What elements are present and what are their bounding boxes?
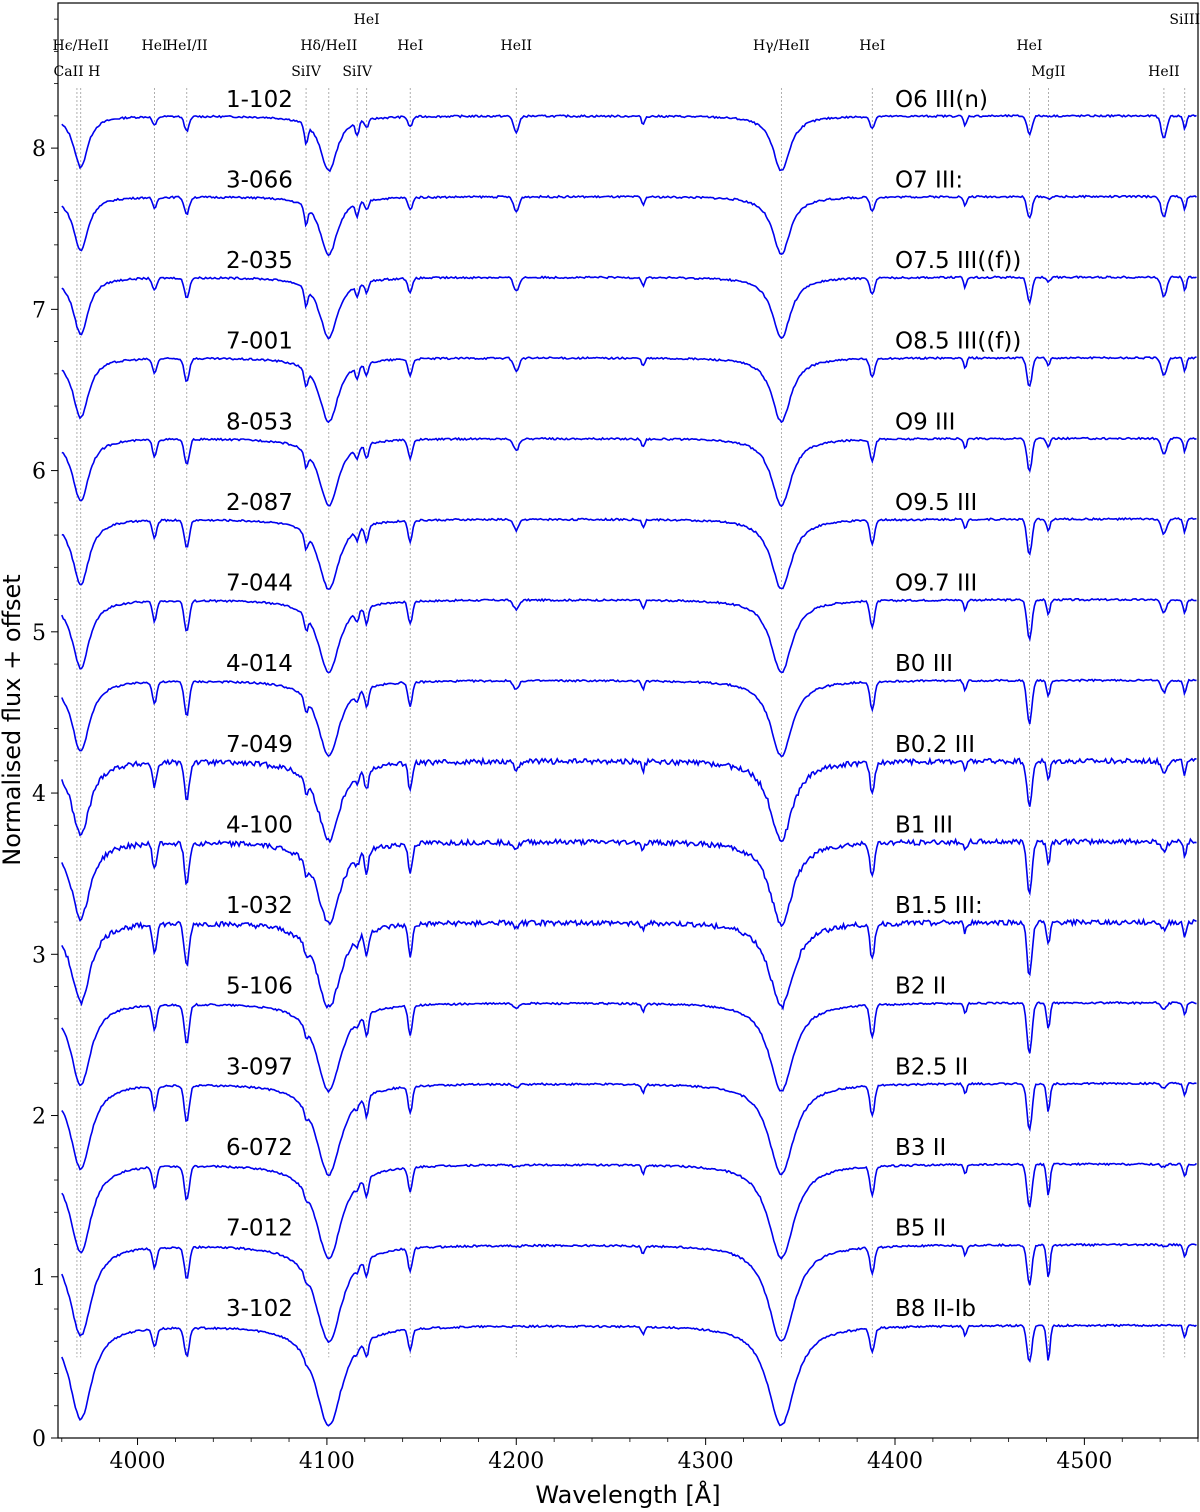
series-label-layer: 1-102 O6 III(n) 3-066 O7 III: 2-035 O7.5 III(… (226, 87, 1021, 1322)
star-id-label-1-032: 1-032 (226, 893, 293, 919)
line-marker-label-5: Hδ/HeII (300, 38, 357, 54)
y-tick-label-5: 5 (32, 621, 46, 646)
line-marker-label-8: HeI (397, 38, 423, 54)
spectral-type-label-7-044: O9.7 III (895, 571, 977, 597)
y-tick-label-1: 1 (32, 1266, 46, 1291)
spectrum-4-100 (61, 837, 1197, 928)
spectrum-8-053 (61, 436, 1197, 508)
star-id-label-7-001: 7-001 (226, 329, 293, 355)
star-id-label-8-053: 8-053 (226, 409, 293, 435)
line-marker-label-3: HeI/II (166, 38, 208, 54)
spectral-type-label-1-032: B1.5 III: (895, 893, 983, 919)
star-id-label-4-100: 4-100 (226, 812, 293, 838)
spectral-type-label-2-087: O9.5 III (895, 490, 977, 516)
star-id-label-2-087: 2-087 (226, 490, 293, 516)
y-tick-label-2: 2 (32, 1105, 46, 1130)
star-id-label-7-049: 7-049 (226, 732, 293, 758)
y-tick-label-3: 3 (32, 943, 46, 968)
line-marker-label-11: HeI (859, 38, 885, 54)
star-id-label-7-012: 7-012 (226, 1216, 293, 1242)
spectral-type-label-7-001: O8.5 III((f)) (895, 329, 1021, 355)
spectrum-1-102 (61, 113, 1197, 173)
line-marker-label-15: SiIII (1169, 12, 1200, 28)
star-id-label-5-106: 5-106 (226, 974, 293, 1000)
spectrum-3-097 (61, 1081, 1197, 1177)
line-marker-label-2: HeI (142, 38, 168, 54)
star-id-label-3-102: 3-102 (226, 1296, 293, 1322)
spectral-type-label-7-012: B5 II (895, 1216, 946, 1242)
spectral-type-label-3-097: B2.5 II (895, 1054, 968, 1080)
plot-frame (57, 2, 1199, 1439)
y-tick-label-6: 6 (32, 460, 46, 485)
spectral-type-label-4-014: B0 III (895, 651, 953, 677)
spectrum-2-087 (61, 517, 1197, 590)
y-tick-label-8: 8 (32, 137, 46, 162)
x-tick-label-0: 4000 (110, 1449, 166, 1474)
y-tick-label-4: 4 (32, 782, 46, 807)
spectrum-2-035 (61, 275, 1197, 340)
spectrum-6-072 (61, 1162, 1198, 1261)
spectrum-7-001 (61, 355, 1197, 424)
line-marker-label-10: Hγ/HeII (753, 38, 810, 54)
line-marker-label-13: MgII (1031, 64, 1065, 80)
x-tick-label-3: 4300 (678, 1449, 734, 1474)
x-axis-label: Wavelength [Å] (535, 1480, 720, 1509)
x-tick-label-5: 4500 (1056, 1449, 1112, 1474)
spectral-type-label-8-053: O9 III (895, 409, 955, 435)
spectrum-7-044 (61, 597, 1197, 674)
line-marker-label-0: Hϵ/HeII (53, 38, 109, 54)
spectral-type-label-3-102: B8 II-Ib (895, 1296, 976, 1322)
spectrum-5-106 (61, 1000, 1197, 1094)
star-id-label-3-066: 3-066 (226, 167, 293, 193)
star-id-label-1-102: 1-102 (226, 87, 293, 113)
star-id-label-3-097: 3-097 (226, 1054, 293, 1080)
spectral-type-label-7-049: B0.2 III (895, 732, 975, 758)
spectrum-7-049 (61, 756, 1197, 844)
star-id-label-6-072: 6-072 (226, 1135, 293, 1161)
line-marker-label-9: HeII (500, 38, 532, 54)
spectrum-3-066 (61, 194, 1197, 257)
spectral-type-label-1-102: O6 III(n) (895, 87, 988, 113)
spectrum-3-102 (61, 1323, 1197, 1427)
line-marker-label-1: CaII H (54, 64, 101, 80)
spectrum-7-012 (61, 1242, 1197, 1344)
x-tick-label-1: 4100 (299, 1449, 355, 1474)
spectrum-1-032 (61, 917, 1197, 1011)
star-id-label-4-014: 4-014 (226, 651, 293, 677)
spectrum-4-014 (61, 678, 1197, 758)
spectral-type-label-4-100: B1 III (895, 812, 953, 838)
spectral-type-label-6-072: B3 II (895, 1135, 946, 1161)
spectral-type-label-2-035: O7.5 III((f)) (895, 248, 1021, 274)
y-tick-label-0: 0 (32, 1427, 46, 1452)
spectral-type-label-5-106: B2 II (895, 974, 946, 1000)
line-marker-label-4: SiIV (291, 64, 322, 80)
spectral-type-label-3-066: O7 III: (895, 167, 963, 193)
y-axis-label: Normalised flux + offset (0, 574, 26, 865)
line-marker-label-12: HeI (1016, 38, 1042, 54)
star-id-label-2-035: 2-035 (226, 248, 293, 274)
y-tick-label-7: 7 (32, 298, 46, 323)
star-id-label-7-044: 7-044 (226, 571, 293, 597)
axis-ticks-layer: 4000 4100 4200 4300 4400 4500 0 1 2 3 4 5 6 7 8 (32, 18, 1199, 1474)
x-tick-label-4: 4400 (867, 1449, 923, 1474)
line-marker-label-14: HeII (1148, 64, 1180, 80)
line-marker-label-6: HeI (354, 12, 380, 28)
spectra-layer (61, 113, 1198, 1427)
x-tick-label-2: 4200 (488, 1449, 544, 1474)
line-marker-label-7: SiIV (342, 64, 373, 80)
